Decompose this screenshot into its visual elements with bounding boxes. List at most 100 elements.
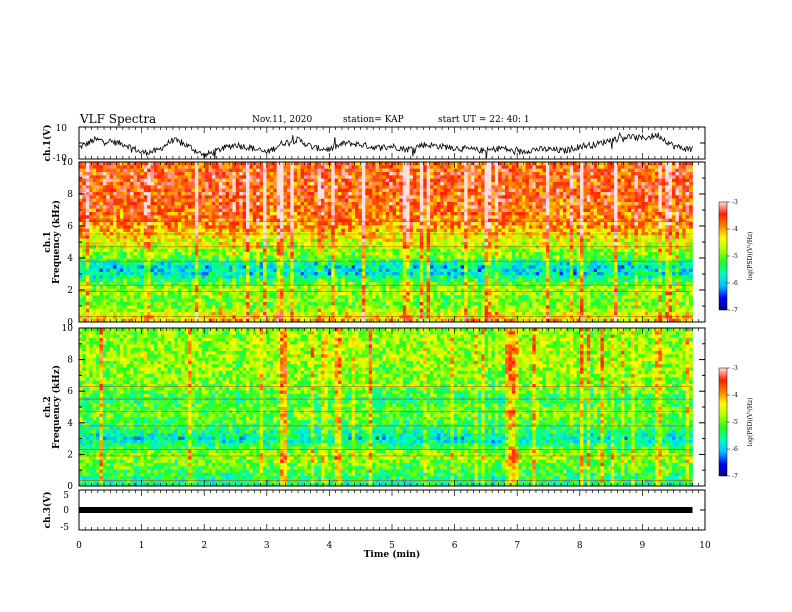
ch1-spectrogram-cell	[515, 182, 520, 186]
ch1-spectrogram-cell	[113, 238, 117, 243]
ch1-spectrogram-cell	[549, 225, 554, 230]
ch1-spectrogram-cell	[419, 185, 424, 190]
ch1-spectrogram-cell	[126, 168, 131, 173]
ch1-spectrogram-cell	[631, 188, 635, 193]
ch1-spectrogram-cell	[590, 228, 595, 233]
ch1-spectrogram-cell	[457, 218, 462, 223]
ch1-spectrogram-cell	[586, 212, 591, 216]
ch1-spectrogram-cell	[552, 172, 557, 176]
ch1-spectrogram-cell	[518, 222, 523, 226]
ch1-spectrogram-cell	[402, 195, 407, 200]
ch1-spectrogram-cell	[453, 195, 458, 200]
ch1-spectrogram-cell	[542, 205, 547, 210]
ch1-spectrogram-cell	[334, 238, 339, 243]
ch1-spectrogram-cell	[334, 192, 339, 196]
ch1-spectrogram-cell	[276, 178, 281, 183]
ch1-spectrogram-cell	[583, 242, 588, 246]
ch1-spectrogram-cell	[140, 215, 145, 220]
figure-title: VLF Spectra	[79, 112, 156, 126]
ch1-spectrogram-cell	[143, 208, 148, 213]
ch1-spectrogram-cell	[678, 182, 683, 186]
ch1-spectrogram-cell	[177, 188, 182, 193]
ch1-spectrogram-cell	[685, 212, 690, 216]
ch1-spectrogram-cell	[491, 175, 496, 180]
ch1-spectrogram-cell	[242, 162, 247, 166]
ch1-spectrogram-cell	[341, 188, 346, 193]
ch1-spectrogram-cell	[501, 238, 506, 243]
ch1-spectrogram-cell	[436, 205, 441, 210]
ch1-spectrogram-cell	[181, 228, 186, 233]
ch1-spectrogram-cell	[402, 228, 407, 233]
ch1-spectrogram-cell	[119, 202, 124, 206]
ch1-spectrogram-cell	[283, 202, 288, 206]
ch1-spectrogram-cell	[113, 235, 117, 240]
ch1-spectrogram-cell	[556, 212, 560, 216]
ch1-spectrogram-cell	[614, 178, 618, 183]
ch1-spectrogram-cell	[201, 188, 206, 193]
ch1-spectrogram-cell	[392, 205, 397, 210]
ch1-spectrogram-cell	[552, 212, 557, 216]
ch1-spectrogram-cell	[539, 195, 543, 200]
ch1-spectrogram-cell	[658, 195, 663, 200]
ch1-spectrogram-cell	[566, 175, 571, 180]
ch1-spectrogram-cell	[675, 185, 680, 190]
ch1-spectrogram-cell	[358, 192, 363, 196]
ch1-spectrogram-cell	[375, 212, 380, 216]
ch1-spectrogram-cell	[99, 252, 104, 256]
ch1-spectrogram-cell	[232, 162, 237, 166]
ch1-spectrogram-cell	[549, 218, 554, 223]
ch1-spectrogram-cell	[610, 162, 615, 166]
ch1-spectrogram-cell	[658, 208, 663, 213]
ch1-spectrogram-cell	[634, 178, 639, 183]
ch1-spectrogram-cell	[310, 222, 315, 226]
ch1-spectrogram-cell	[79, 242, 83, 246]
ch1-spectrogram-cell	[528, 195, 533, 200]
ch1-spectrogram-cell	[610, 248, 615, 253]
ch1-spectrogram-cell	[600, 248, 605, 253]
ch1-spectrogram-cell	[153, 222, 158, 226]
ch1-spectrogram-cell	[171, 238, 175, 243]
ch1-spectrogram-cell	[416, 172, 421, 176]
ch1-spectrogram-cell	[470, 168, 475, 173]
ch1-spectrogram-cell	[177, 235, 182, 240]
ch1-spectrogram-cell	[116, 205, 121, 210]
ch1-spectrogram-cell	[491, 222, 496, 226]
ch1-spectrogram-cell	[395, 245, 400, 250]
ch1-spectrogram-cell	[464, 192, 468, 196]
ch1-spectrogram-cell	[198, 165, 203, 170]
ch1-spectrogram-cell	[627, 182, 632, 186]
ch1-spectrogram-cell	[215, 198, 220, 203]
ch1-spectrogram-cell	[113, 228, 117, 233]
ch1-spectrogram-cell	[232, 198, 237, 203]
ch1-spectrogram-cell	[215, 228, 220, 233]
ch1-spectrogram-cell	[539, 198, 543, 203]
ch1-spectrogram-cell	[235, 252, 240, 256]
ch1-spectrogram-cell	[522, 208, 526, 213]
ch1-spectrogram-cell	[239, 222, 243, 226]
ch1-spectrogram-cell	[443, 185, 448, 190]
ch1-spectrogram-cell	[501, 242, 506, 246]
ch1-spectrogram-cell	[470, 178, 475, 183]
ch1-spectrogram-cell	[494, 198, 499, 203]
ch1-spectrogram-cell	[293, 235, 298, 240]
ch1-spectrogram-cell	[413, 188, 417, 193]
ch1-spectrogram-cell	[668, 225, 673, 230]
ch1-spectrogram-cell	[566, 225, 571, 230]
ch1-spectrogram-cell	[283, 185, 288, 190]
ch1-spectrogram-cell	[276, 172, 281, 176]
ch1-spectrogram-cell	[576, 215, 581, 220]
ch1-spectrogram-cell	[123, 222, 128, 226]
ch1-spectrogram-cell	[290, 198, 295, 203]
ch1-spectrogram-cell	[678, 218, 683, 223]
ch1-spectrogram-cell	[269, 165, 274, 170]
ch1-spectrogram-cell	[505, 245, 509, 250]
ch1-spectrogram-cell	[89, 248, 94, 253]
ch1-spectrogram-cell	[518, 165, 523, 170]
ch1-spectrogram-cell	[450, 202, 455, 206]
ch1-spectrogram-cell	[181, 235, 186, 240]
ch1-spectrogram-cell	[450, 218, 455, 223]
ch1-spectrogram-cell	[467, 248, 472, 253]
ch1-spectrogram-cell	[256, 225, 261, 230]
ch1-spectrogram-cell	[378, 208, 383, 213]
ch1-spectrogram-cell	[96, 245, 100, 250]
